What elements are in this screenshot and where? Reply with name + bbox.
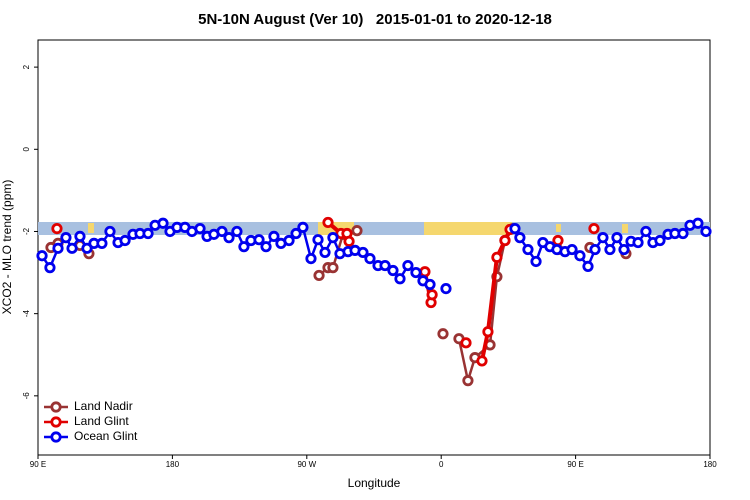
point — [424, 278, 436, 291]
point — [476, 355, 488, 367]
point — [312, 234, 324, 246]
point — [632, 236, 644, 249]
point — [194, 222, 206, 235]
point — [81, 242, 93, 254]
point — [74, 230, 86, 243]
point — [351, 225, 363, 237]
legend-marker — [50, 431, 62, 443]
legend-label: Land Glint — [74, 414, 129, 428]
point — [379, 259, 391, 272]
point — [491, 251, 503, 263]
x-tick-label: 0 — [439, 460, 444, 469]
point — [60, 232, 72, 244]
point — [260, 241, 272, 253]
point — [96, 237, 108, 249]
point — [268, 230, 280, 243]
point — [297, 221, 309, 233]
point — [51, 222, 63, 235]
point — [322, 216, 334, 229]
point — [343, 235, 355, 247]
point — [36, 250, 48, 262]
point — [499, 234, 511, 247]
series — [36, 217, 712, 295]
point — [223, 232, 235, 244]
point — [364, 252, 376, 265]
point — [52, 242, 64, 254]
point — [231, 225, 243, 238]
point — [313, 269, 325, 282]
land-patch — [556, 224, 561, 232]
point — [654, 234, 666, 247]
x-tick-label: 180 — [166, 460, 180, 469]
point — [253, 234, 265, 246]
land-patch — [424, 222, 512, 235]
point — [460, 337, 472, 349]
point — [402, 259, 414, 272]
point — [104, 225, 116, 238]
point — [283, 234, 295, 247]
point — [394, 273, 406, 285]
point — [357, 246, 369, 259]
point — [566, 243, 578, 256]
y-tick-label: -6 — [22, 392, 31, 400]
point — [482, 326, 494, 338]
point — [387, 264, 399, 277]
point — [410, 266, 422, 279]
point — [44, 262, 56, 274]
point — [142, 227, 154, 240]
point — [574, 250, 586, 262]
legend-marker — [50, 401, 62, 413]
point — [522, 243, 534, 256]
point — [437, 328, 449, 340]
legend-marker — [50, 416, 62, 428]
y-tick-label: 2 — [22, 64, 31, 69]
y-tick-label: -4 — [22, 310, 31, 318]
point — [582, 260, 594, 273]
point — [677, 227, 689, 240]
y-tick-label: 0 — [22, 147, 31, 152]
point — [305, 252, 317, 265]
point — [700, 225, 712, 238]
point — [216, 225, 228, 238]
land-patch — [88, 223, 94, 233]
x-tick-label: 90 E — [567, 460, 583, 469]
x-axis-label: Longitude — [348, 476, 401, 490]
point — [618, 243, 630, 256]
point — [509, 222, 521, 235]
series — [51, 216, 600, 367]
point — [462, 375, 474, 387]
chart-title: 5N-10N August (Ver 10) 2015-01-01 to 202… — [198, 11, 552, 28]
point — [552, 234, 564, 247]
point — [440, 282, 452, 295]
x-tick-label: 180 — [703, 460, 717, 469]
point — [290, 227, 302, 240]
point — [597, 232, 609, 244]
point — [419, 266, 431, 278]
point — [604, 243, 616, 256]
point — [589, 243, 601, 256]
point — [319, 246, 331, 259]
legend-label: Land Nadir — [74, 399, 133, 413]
point — [640, 225, 652, 238]
point — [514, 232, 526, 244]
point — [119, 234, 131, 247]
x-tick-label: 90 W — [297, 460, 316, 469]
point — [426, 289, 438, 301]
x-tick-label: 90 E — [30, 460, 46, 469]
legend-label: Ocean Glint — [74, 429, 138, 443]
point — [692, 217, 704, 229]
point — [327, 262, 339, 274]
point — [611, 232, 623, 244]
point — [66, 242, 78, 254]
point — [238, 241, 250, 253]
point — [157, 217, 169, 229]
point — [588, 222, 600, 235]
y-tick-label: -2 — [22, 227, 31, 235]
point — [530, 255, 542, 268]
y-axis-label: XCO2 - MLO trend (ppm) — [0, 180, 14, 315]
point — [327, 232, 339, 244]
land-patch — [622, 224, 628, 233]
